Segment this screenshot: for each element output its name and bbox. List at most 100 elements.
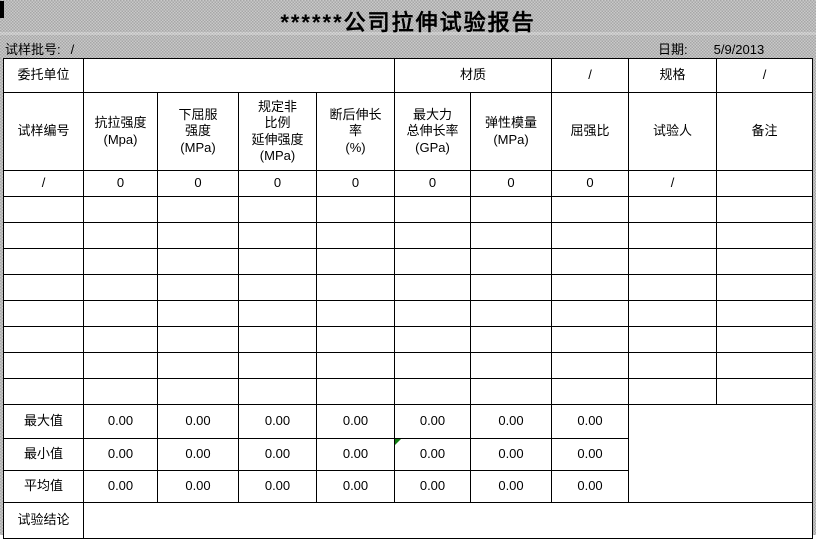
date-value[interactable]: 5/9/2013 (713, 42, 765, 57)
client-value-cell[interactable] (83, 58, 395, 93)
data-cell[interactable] (83, 196, 158, 223)
data-cell[interactable] (716, 248, 814, 275)
data-cell[interactable] (394, 326, 471, 353)
data-cell[interactable] (157, 352, 239, 379)
data-cell[interactable] (628, 196, 718, 223)
data-cell[interactable] (316, 326, 395, 353)
data-cell[interactable] (83, 300, 158, 327)
summary-value-cell[interactable]: 0.00 (83, 404, 158, 439)
summary-value-cell[interactable]: 0.00 (316, 470, 395, 503)
data-cell[interactable]: 0 (316, 170, 395, 197)
data-cell[interactable] (716, 378, 814, 405)
data-cell[interactable] (469, 352, 553, 379)
data-cell[interactable] (316, 196, 395, 223)
summary-value-cell[interactable]: 0.00 (469, 470, 553, 503)
data-cell[interactable] (394, 300, 471, 327)
summary-value-cell[interactable]: 0.00 (157, 470, 239, 503)
summary-value-cell[interactable]: 0.00 (238, 438, 317, 471)
summary-value-cell[interactable]: 0.00 (394, 404, 471, 439)
data-cell[interactable] (469, 274, 553, 301)
data-cell[interactable] (551, 352, 630, 379)
summary-value-cell[interactable]: 0.00 (394, 438, 471, 471)
data-cell[interactable] (316, 378, 395, 405)
data-cell[interactable] (551, 248, 630, 275)
data-cell[interactable] (157, 222, 239, 249)
data-cell[interactable] (628, 378, 718, 405)
data-cell[interactable]: 0 (238, 170, 317, 197)
data-cell[interactable] (238, 352, 317, 379)
data-cell[interactable] (469, 222, 553, 249)
data-cell[interactable] (3, 196, 84, 223)
data-cell[interactable] (394, 222, 471, 249)
data-cell[interactable] (469, 196, 553, 223)
data-cell[interactable] (316, 248, 395, 275)
data-cell[interactable] (716, 300, 814, 327)
data-cell[interactable]: 0 (157, 170, 239, 197)
data-cell[interactable] (238, 300, 317, 327)
data-cell[interactable] (3, 352, 84, 379)
data-cell[interactable] (551, 274, 630, 301)
summary-value-cell[interactable]: 0.00 (157, 404, 239, 439)
data-cell[interactable] (238, 196, 317, 223)
data-cell[interactable] (551, 222, 630, 249)
data-cell[interactable] (238, 222, 317, 249)
data-cell[interactable]: / (628, 170, 718, 197)
data-cell[interactable] (3, 248, 84, 275)
data-cell[interactable] (238, 274, 317, 301)
summary-value-cell[interactable]: 0.00 (551, 404, 630, 439)
data-cell[interactable] (469, 378, 553, 405)
data-cell[interactable] (551, 300, 630, 327)
data-cell[interactable] (628, 300, 718, 327)
data-cell[interactable] (469, 326, 553, 353)
batch-value[interactable]: / (70, 42, 75, 57)
summary-side-cell[interactable] (628, 404, 814, 503)
summary-value-cell[interactable]: 0.00 (316, 404, 395, 439)
data-cell[interactable] (157, 326, 239, 353)
summary-value-cell[interactable]: 0.00 (469, 404, 553, 439)
data-cell[interactable] (716, 352, 814, 379)
data-cell[interactable] (3, 222, 84, 249)
data-cell[interactable] (394, 248, 471, 275)
data-cell[interactable] (628, 326, 718, 353)
data-cell[interactable] (316, 222, 395, 249)
data-cell[interactable] (238, 326, 317, 353)
data-cell[interactable] (716, 222, 814, 249)
summary-value-cell[interactable]: 0.00 (157, 438, 239, 471)
data-cell[interactable] (316, 274, 395, 301)
data-cell[interactable] (551, 326, 630, 353)
data-cell[interactable] (83, 248, 158, 275)
data-cell[interactable]: 0 (83, 170, 158, 197)
summary-value-cell[interactable]: 0.00 (394, 470, 471, 503)
data-cell[interactable] (469, 300, 553, 327)
data-cell[interactable] (394, 378, 471, 405)
data-cell[interactable]: 0 (394, 170, 471, 197)
data-cell[interactable] (3, 274, 84, 301)
data-cell[interactable] (3, 378, 84, 405)
summary-value-cell[interactable]: 0.00 (238, 404, 317, 439)
data-cell[interactable] (316, 300, 395, 327)
data-cell[interactable] (551, 378, 630, 405)
data-cell[interactable] (157, 274, 239, 301)
conclusion-value-cell[interactable] (82, 502, 814, 539)
data-cell[interactable] (157, 300, 239, 327)
data-cell[interactable] (83, 222, 158, 249)
data-cell[interactable] (716, 196, 814, 223)
data-cell[interactable] (157, 248, 239, 275)
data-cell[interactable] (716, 170, 814, 197)
data-cell[interactable] (394, 274, 471, 301)
summary-value-cell[interactable]: 0.00 (83, 438, 158, 471)
data-cell[interactable] (394, 196, 471, 223)
data-cell[interactable] (628, 222, 718, 249)
data-cell[interactable] (394, 352, 471, 379)
data-cell[interactable] (238, 248, 317, 275)
data-cell[interactable] (628, 352, 718, 379)
summary-value-cell[interactable]: 0.00 (469, 438, 553, 471)
data-cell[interactable] (716, 326, 814, 353)
material-value-cell[interactable]: / (551, 58, 630, 93)
data-cell[interactable] (83, 378, 158, 405)
summary-value-cell[interactable]: 0.00 (551, 438, 630, 471)
data-cell[interactable] (157, 196, 239, 223)
summary-value-cell[interactable]: 0.00 (83, 470, 158, 503)
data-cell[interactable] (628, 274, 718, 301)
data-cell[interactable] (3, 326, 84, 353)
